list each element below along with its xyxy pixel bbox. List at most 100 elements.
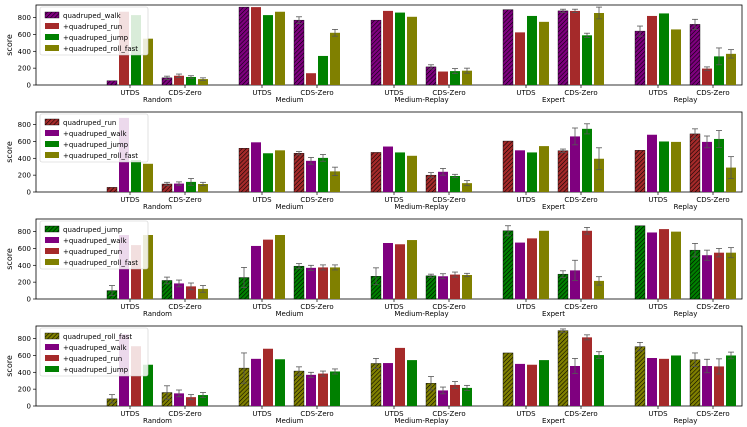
dataset-label: Random xyxy=(143,310,172,318)
legend-entry: quadruped_run xyxy=(63,119,116,127)
bar xyxy=(515,32,525,85)
bar xyxy=(407,16,417,85)
bar xyxy=(370,152,382,193)
bar xyxy=(702,68,712,85)
bar xyxy=(425,66,437,86)
bar xyxy=(726,167,736,192)
bar xyxy=(407,240,417,299)
bar xyxy=(594,13,604,85)
bar xyxy=(557,330,569,407)
method-label: CDS-Zero xyxy=(300,303,333,311)
y-tick-label: 800 xyxy=(18,335,31,343)
legend-swatch xyxy=(44,11,60,19)
bar xyxy=(330,171,340,192)
bar xyxy=(539,230,549,299)
bar xyxy=(370,19,382,86)
bar xyxy=(527,152,537,192)
bar xyxy=(570,366,580,406)
bar xyxy=(582,35,592,85)
y-tick-label: 200 xyxy=(18,279,31,287)
legend-swatch xyxy=(45,259,59,265)
dataset-label: Replay xyxy=(674,203,698,211)
bar xyxy=(634,30,646,86)
legend-swatch xyxy=(45,141,59,147)
bar xyxy=(263,348,273,406)
method-label: UTDS xyxy=(384,303,404,311)
legend-swatch xyxy=(45,45,59,51)
dataset-label: Medium xyxy=(276,417,304,425)
method-label: CDS-Zero xyxy=(696,303,729,311)
bar xyxy=(502,140,514,193)
bar xyxy=(330,371,340,406)
bar xyxy=(143,38,153,85)
method-label: UTDS xyxy=(648,196,668,204)
bar xyxy=(174,183,184,192)
bar xyxy=(306,73,316,85)
y-tick-label: 400 xyxy=(18,262,31,270)
bar xyxy=(647,358,657,406)
legend: quadruped_walk +quadruped_run +quadruped_j… xyxy=(39,6,149,56)
method-label: CDS-Zero xyxy=(564,410,597,418)
legend-swatch xyxy=(45,366,59,372)
bar xyxy=(383,243,393,299)
bar xyxy=(714,56,724,85)
method-label: UTDS xyxy=(648,89,668,97)
bar xyxy=(570,10,580,85)
legend: quadruped_run +quadruped_walk +quadruped_j… xyxy=(39,113,149,163)
bar xyxy=(370,363,382,407)
bar xyxy=(659,358,669,406)
bar xyxy=(702,366,712,406)
method-label: UTDS xyxy=(516,89,536,97)
method-label: UTDS xyxy=(516,410,536,418)
bar xyxy=(263,15,273,85)
bar xyxy=(659,229,669,299)
y-tick-label: 800 xyxy=(18,14,31,22)
bar xyxy=(438,276,448,299)
method-label: CDS-Zero xyxy=(564,303,597,311)
method-label: CDS-Zero xyxy=(564,89,597,97)
method-label: CDS-Zero xyxy=(432,303,465,311)
method-label: CDS-Zero xyxy=(168,303,201,311)
bar xyxy=(143,364,153,406)
y-tick-label: 0 xyxy=(27,403,31,411)
method-label: UTDS xyxy=(120,196,140,204)
method-label: UTDS xyxy=(648,303,668,311)
bar xyxy=(263,239,273,299)
bar xyxy=(186,77,196,85)
bar xyxy=(671,355,681,406)
bar xyxy=(251,7,261,86)
bar xyxy=(383,363,393,406)
bar xyxy=(293,19,305,86)
bar xyxy=(106,187,118,193)
bar xyxy=(527,15,537,85)
bar xyxy=(594,355,604,406)
bar xyxy=(450,384,460,406)
legend-box xyxy=(39,6,149,56)
method-label: UTDS xyxy=(252,89,272,97)
dataset-label: Random xyxy=(143,96,172,104)
bar xyxy=(106,80,118,86)
dataset-label: Replay xyxy=(674,96,698,104)
method-label: UTDS xyxy=(516,196,536,204)
y-tick-label: 600 xyxy=(18,138,31,146)
dataset-label: Medium xyxy=(276,310,304,318)
bar xyxy=(689,24,701,86)
legend: quadruped_jump +quadruped_walk +quadruped_… xyxy=(39,220,149,270)
y-tick-label: 200 xyxy=(18,386,31,394)
bar xyxy=(306,160,316,192)
legend-swatch xyxy=(45,248,59,254)
legend-swatch xyxy=(45,152,59,158)
legend-entry: quadruped_roll_fast xyxy=(63,333,132,341)
dataset-label: Replay xyxy=(674,310,698,318)
legend-entry: +quadruped_jump xyxy=(63,141,129,149)
bar xyxy=(647,134,657,192)
bar xyxy=(647,15,657,85)
legend-swatch xyxy=(44,332,60,340)
bar xyxy=(659,13,669,86)
bar xyxy=(714,138,724,192)
bar xyxy=(539,360,549,406)
legend-swatch xyxy=(45,344,59,350)
bar xyxy=(557,10,569,86)
bar xyxy=(539,146,549,192)
method-label: CDS-Zero xyxy=(168,89,201,97)
